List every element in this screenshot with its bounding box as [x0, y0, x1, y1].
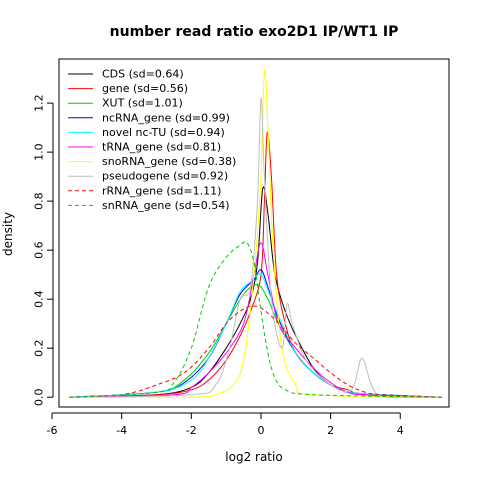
y-tick-label: 1.2 [33, 94, 46, 112]
series-curve-5 [69, 242, 443, 398]
x-tick-label: 0 [257, 424, 264, 437]
y-tick-label: 0.2 [33, 339, 46, 357]
y-tick-label: 0.6 [33, 241, 46, 258]
chart-title: number read ratio exo2D1 IP/WT1 IP [110, 24, 399, 40]
legend-label: ncRNA_gene (sd=0.99) [102, 111, 230, 124]
legend-label: pseudogene (sd=0.92) [102, 170, 228, 183]
x-tick-label: -4 [116, 424, 127, 437]
y-tick-label: 0.4 [33, 290, 46, 308]
series-curve-8 [69, 305, 443, 398]
series-curve-9 [69, 241, 443, 398]
y-tick-label: 0.8 [33, 192, 46, 210]
legend-label: snRNA_gene (sd=0.54) [102, 199, 230, 212]
series-curve-0 [69, 186, 443, 398]
x-tick-label: -2 [186, 424, 197, 437]
legend-label: novel nc-TU (sd=0.94) [102, 126, 225, 139]
y-axis-label: density [1, 212, 15, 256]
legend-label: snoRNA_gene (sd=0.38) [102, 155, 236, 168]
y-tick-label: 0.0 [33, 388, 46, 406]
y-axis: 0.0 0.2 0.4 0.6 0.8 1.0 1.2 [33, 94, 54, 406]
legend-label: rRNA_gene (sd=1.11) [102, 184, 221, 197]
series-curve-6 [69, 69, 443, 398]
x-tick-label: -6 [47, 424, 58, 437]
legend-label: XUT (sd=1.01) [102, 97, 183, 110]
series-curve-7 [69, 97, 443, 398]
legend-label: tRNA_gene (sd=0.81) [102, 141, 221, 154]
y-tick-label: 1.0 [33, 143, 46, 161]
series-curve-2 [69, 283, 443, 398]
plot-frame [58, 58, 450, 408]
x-axis: -6 -4 -2 0 2 4 [47, 412, 404, 437]
legend-label: CDS (sd=0.64) [102, 68, 184, 81]
legend: CDS (sd=0.64)gene (sd=0.56) XUT (sd=1.01)… [68, 68, 236, 212]
plot-area [58, 58, 450, 408]
x-tick-label: 2 [327, 424, 334, 437]
density-curves [69, 69, 443, 398]
series-curve-3 [69, 269, 443, 398]
x-tick-label: 4 [397, 424, 404, 437]
x-axis-label: log2 ratio [225, 450, 282, 464]
legend-label: gene (sd=0.56) [102, 82, 188, 95]
series-curve-4 [69, 273, 443, 398]
